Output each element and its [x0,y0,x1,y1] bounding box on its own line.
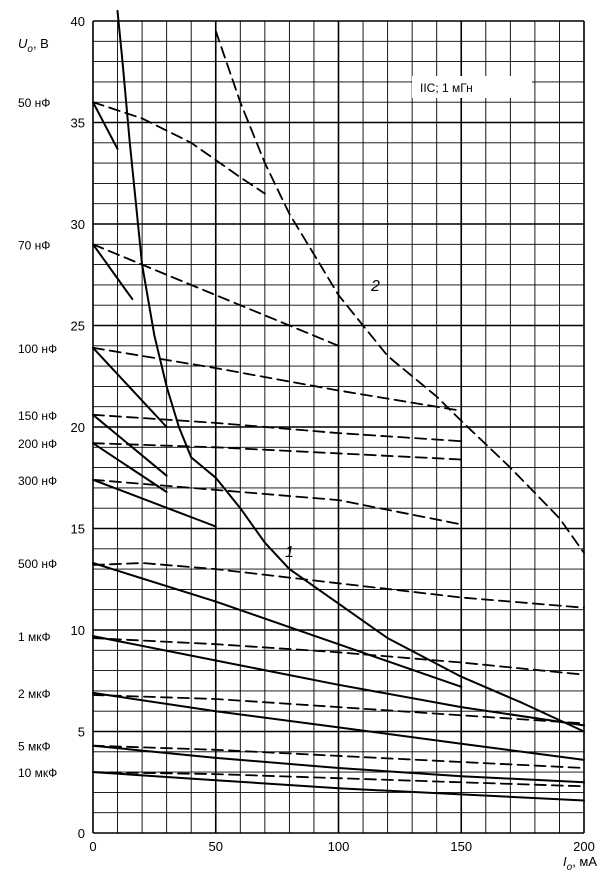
capacitance-label: 5 мкФ [18,740,51,754]
series-line-3-dashed [92,101,266,195]
legend-box: IIC; 1 мГн [412,76,532,98]
series-line-6-solid [92,346,168,428]
y-tick-label: 10 [71,623,85,638]
series-line-13-dashed [92,478,463,526]
series-line-21-dashed [92,744,585,769]
y-axis-symbol: U [18,36,28,51]
series-line-10-solid [92,442,168,493]
series-line-1-dashed [214,30,585,554]
y-tick-label: 5 [78,725,85,740]
series-line-17-dashed [92,637,585,676]
series-line-18-solid [92,691,585,761]
y-tick-label: 20 [71,420,85,435]
series-line-9-dashed [92,413,463,443]
series-line-2-solid [92,101,119,150]
x-tick-label: 100 [328,839,350,854]
y-tick-label: 25 [71,319,85,334]
series-line-15-dashed [92,562,585,609]
x-axis-symbol: I [563,854,567,869]
series-line-7-dashed [92,346,463,412]
curve-label-1: 1 [285,544,294,561]
series-line-20-solid [92,744,585,784]
y-tick-label: 40 [71,14,85,29]
capacitance-label: 2 мкФ [18,687,51,701]
y-tick-label: 35 [71,116,85,131]
x-axis-subscript: o [567,862,573,873]
series-line-14-solid [92,562,463,688]
capacitance-label: 70 нФ [18,238,50,252]
y-axis-label: Uo, В [18,36,49,55]
series-line-12-solid [92,478,217,528]
y-tick-label: 0 [78,826,85,841]
series-line-19-dashed [92,694,585,725]
series-line-16-solid [92,635,585,727]
capacitance-label: 50 нФ [18,96,50,110]
series-group [92,9,585,802]
y-tick-label: 30 [71,217,85,232]
x-tick-label: 0 [89,839,96,854]
series-line-22-solid [92,771,585,802]
y-axis-subscript: o [27,44,33,55]
y-tick-label: 15 [71,522,85,537]
x-tick-label: 50 [209,839,223,854]
capacitance-label: 300 нФ [18,474,57,488]
capacitance-label: 1 мкФ [18,630,51,644]
y-axis-unit: , В [33,36,49,51]
x-tick-label: 150 [450,839,472,854]
x-axis-label: Io, мА [563,854,597,873]
series-line-0-solid [116,9,585,733]
capacitance-label: 500 нФ [18,557,57,571]
capacitance-label: 200 нФ [18,437,57,451]
series-line-23-dashed [92,771,585,788]
capacitance-labels: 50 нФ 70 нФ 100 нФ 150 нФ 200 нФ 300 нФ 500 нФ… [18,96,57,780]
series-line-4-solid [92,243,134,301]
series-line-11-dashed [92,442,463,461]
series-line-5-dashed [92,243,340,347]
x-axis-unit: , мА [572,854,597,869]
grid [92,20,585,834]
x-tick-label: 200 [573,839,595,854]
curve-label-2: 2 [370,278,380,295]
legend-box-label: IIC; 1 мГн [420,81,473,95]
capacitance-label: 100 нФ [18,342,57,356]
tick-labels: 0 50 100 150 200 0 5 10 15 20 25 30 35 40 [71,14,595,854]
capacitance-label: 150 нФ [18,409,57,423]
capacitance-label: 10 мкФ [18,766,57,780]
